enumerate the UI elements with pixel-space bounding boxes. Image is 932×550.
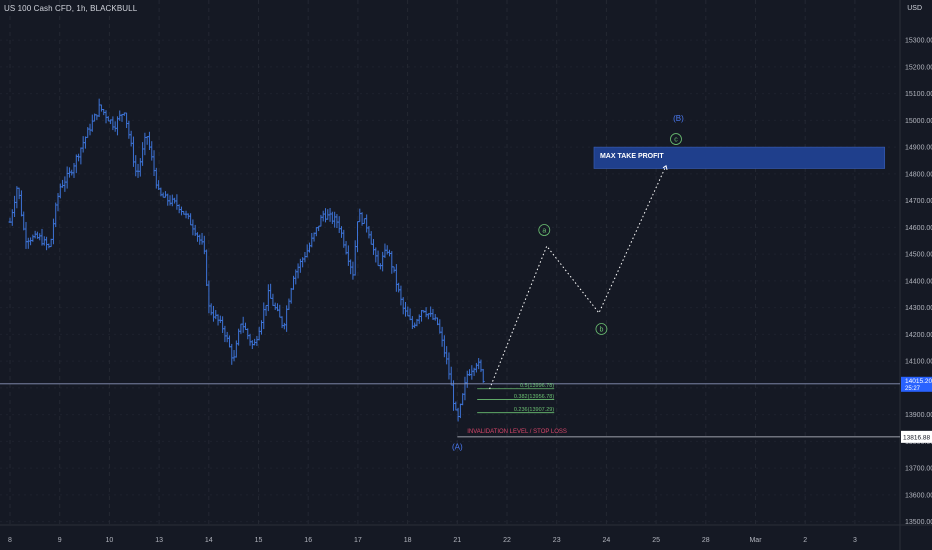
y-tick-label: 14700.00 [905, 198, 932, 205]
x-tick-label: 3 [853, 537, 857, 544]
fib-label: 0.236(13907.29) [514, 407, 555, 413]
wave-b-label: b [599, 327, 603, 334]
current-price-time: 25:27 [905, 386, 921, 392]
y-tick-label: 14900.00 [905, 145, 932, 152]
wave-A-label: (A) [452, 442, 463, 451]
y-tick-label: 14500.00 [905, 252, 932, 259]
wave-a-label: a [542, 228, 546, 235]
x-tick-label: 23 [553, 537, 561, 544]
projection-path [489, 165, 667, 390]
y-tick-label: 13900.00 [905, 412, 932, 419]
x-tick-label: 2 [803, 537, 807, 544]
wave-a-label-ring [538, 224, 551, 236]
y-tick-label: 14600.00 [905, 225, 932, 232]
wave-b-label-ring [595, 323, 608, 335]
x-tick-label: 21 [453, 537, 461, 544]
symbol-title: US 100 Cash CFD, 1h, BLACKBULL [4, 4, 138, 13]
invalidation-label: INVALIDATION LEVEL / STOP LOSS [467, 429, 567, 435]
current-price-label: 14015.20 [905, 378, 932, 385]
fib-label: 0.5(13996.78) [520, 383, 554, 389]
y-tick-label: 14400.00 [905, 278, 932, 285]
y-tick-label: 14800.00 [905, 171, 932, 178]
x-tick-label: 28 [702, 537, 710, 544]
x-tick-label: 25 [652, 537, 660, 544]
x-tick-label: 8 [8, 537, 12, 544]
y-tick-label: 15000.00 [905, 118, 932, 125]
invalidation-price-tag [901, 430, 932, 443]
x-tick-label: 9 [58, 537, 62, 544]
y-tick-label: 14300.00 [905, 305, 932, 312]
x-tick-label: 17 [354, 537, 362, 544]
x-tick-label: 22 [503, 537, 511, 544]
y-tick-label: 15200.00 [905, 64, 932, 71]
x-tick-label: 15 [255, 537, 263, 544]
y-tick-label: 13600.00 [905, 492, 932, 499]
fib-label: 0.382(13956.78) [514, 394, 555, 400]
wave-B-label: (B) [673, 114, 684, 123]
y-tick-label: 15300.00 [905, 38, 932, 45]
y-tick-label: 14200.00 [905, 332, 932, 339]
wave-c-label: c [674, 137, 678, 144]
take-profit-label: MAX TAKE PROFIT [600, 153, 664, 160]
take-profit-zone [593, 146, 886, 169]
x-tick-label: 13 [155, 537, 163, 544]
currency-label: USD [907, 5, 922, 12]
x-tick-label: 10 [106, 537, 114, 544]
x-tick-label: 16 [304, 537, 312, 544]
wave-c-label-ring [670, 133, 682, 145]
projection-arrowhead [662, 165, 668, 170]
x-tick-label: 14 [205, 537, 213, 544]
x-tick-label: Mar [749, 537, 762, 544]
x-tick-label: 18 [404, 537, 412, 544]
y-tick-label: 14100.00 [905, 359, 932, 366]
current-price-tag [901, 376, 932, 392]
invalidation-price-label: 13816.88 [903, 434, 930, 441]
x-tick-label: 24 [603, 537, 611, 544]
y-tick-label: 13700.00 [905, 466, 932, 473]
y-tick-label: 15100.00 [905, 91, 932, 98]
y-tick-label: 13500.00 [905, 519, 932, 526]
